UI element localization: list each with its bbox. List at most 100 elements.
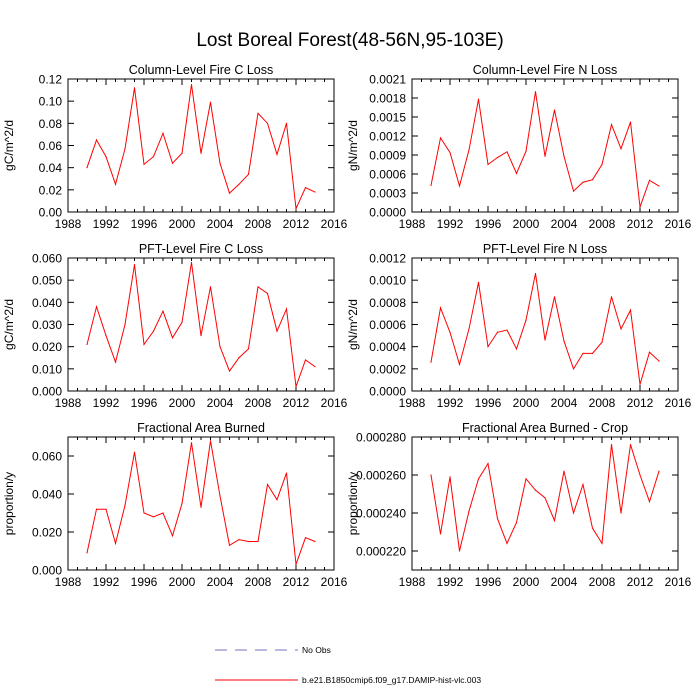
data-point	[171, 162, 174, 164]
data-point	[105, 508, 107, 510]
y-tick-label: 0.0010	[369, 274, 406, 288]
data-point	[133, 87, 136, 89]
x-tick-label: 2000	[169, 217, 196, 231]
series-line	[86, 262, 316, 387]
y-tick-label: 0.000	[32, 564, 62, 578]
panel-title: Column-Level Fire N Loss	[473, 63, 618, 77]
y-tick-label: 0.0000	[369, 206, 406, 220]
data-point	[439, 533, 442, 535]
y-tick-label: 0.02	[39, 183, 63, 197]
data-point	[295, 208, 297, 210]
panel-title: PFT-Level Fire N Loss	[483, 242, 607, 256]
data-point	[544, 497, 546, 499]
data-point	[487, 163, 489, 166]
data-point	[458, 363, 461, 365]
data-point	[515, 348, 518, 350]
x-tick-label: 2008	[589, 575, 616, 589]
data-point	[95, 508, 98, 510]
x-tick-label: 1992	[437, 217, 464, 231]
y-tick-label: 0.0009	[369, 149, 406, 163]
x-tick-label: 1996	[475, 575, 502, 589]
data-point	[487, 346, 489, 348]
series-line	[86, 84, 316, 211]
x-tick-label: 2016	[321, 575, 348, 589]
y-tick-label: 0.06	[39, 139, 63, 153]
data-point	[648, 179, 651, 181]
data-point	[295, 385, 297, 388]
series-line	[86, 440, 316, 565]
data-point	[610, 444, 613, 446]
y-axis-label: proportion/y	[2, 472, 16, 535]
panels: Column-Level Fire C Loss gC/m^2/d 1988 1992…	[2, 63, 692, 589]
data-point	[648, 501, 651, 503]
data-point	[228, 370, 231, 372]
data-point	[477, 98, 480, 100]
data-point	[449, 476, 451, 478]
data-point	[439, 137, 442, 139]
data-point	[304, 187, 307, 189]
data-point	[95, 306, 98, 308]
y-tick-label: 0.040	[32, 296, 62, 310]
x-tick-label: 2012	[283, 396, 310, 410]
data-point	[304, 359, 307, 361]
chart-panel-1: Column-Level Fire C Loss gC/m^2/d 1988 1992…	[2, 63, 348, 231]
chart-panel-3: PFT-Level Fire C Loss gC/m^2/d 1988 1992 199…	[2, 242, 348, 410]
data-point	[276, 330, 278, 332]
y-tick-label: 0.0002	[369, 362, 406, 376]
data-point	[591, 527, 594, 529]
y-tick-label: 0.08	[39, 117, 63, 131]
y-axis-label: gC/m^2/d	[2, 299, 16, 350]
y-tick-label: 0.0015	[369, 111, 406, 125]
data-point	[658, 185, 660, 187]
x-tick-label: 1988	[399, 217, 426, 231]
data-point	[601, 341, 603, 343]
data-point	[95, 139, 98, 141]
y-tick-label: 0.0006	[369, 168, 406, 182]
data-point	[544, 155, 546, 157]
x-tick-label: 2004	[551, 217, 578, 231]
data-point	[314, 366, 316, 368]
data-point	[143, 343, 145, 346]
x-tick-label: 2000	[513, 575, 540, 589]
data-point	[563, 340, 565, 342]
y-axis-label: proportion/y	[346, 472, 360, 535]
data-point	[620, 512, 622, 514]
y-tick-label: 0.0004	[369, 340, 406, 354]
legend-dashed-label: No Obs	[302, 645, 331, 655]
data-point	[266, 292, 269, 295]
data-point	[496, 156, 499, 159]
x-tick-label: 1988	[399, 575, 426, 589]
data-point	[534, 91, 537, 93]
y-tick-label: 0.000280	[356, 431, 406, 445]
y-tick-label: 0.0021	[369, 73, 406, 87]
data-point	[209, 286, 212, 288]
data-point	[449, 331, 451, 333]
x-tick-label: 2008	[245, 575, 272, 589]
data-point	[219, 346, 221, 348]
data-point	[190, 442, 193, 444]
data-point	[458, 550, 461, 552]
x-tick-label: 1996	[475, 217, 502, 231]
data-point	[639, 206, 641, 208]
panel-title: Fractional Area Burned	[137, 421, 265, 435]
data-point	[534, 272, 537, 275]
data-point	[133, 451, 136, 453]
x-tick-label: 1992	[437, 575, 464, 589]
data-point	[247, 540, 250, 543]
data-point	[143, 512, 145, 514]
data-point	[553, 109, 556, 111]
data-point	[506, 329, 508, 331]
data-point	[285, 472, 288, 474]
x-tick-label: 2004	[551, 575, 578, 589]
data-point	[114, 361, 117, 363]
data-point	[629, 444, 632, 446]
data-point	[610, 296, 613, 298]
data-point	[124, 148, 126, 150]
y-tick-label: 0.050	[32, 274, 62, 288]
x-tick-label: 2016	[665, 396, 692, 410]
data-point	[430, 361, 432, 363]
data-point	[582, 483, 584, 486]
y-tick-label: 0.0006	[369, 318, 406, 332]
x-tick-label: 1996	[131, 575, 158, 589]
